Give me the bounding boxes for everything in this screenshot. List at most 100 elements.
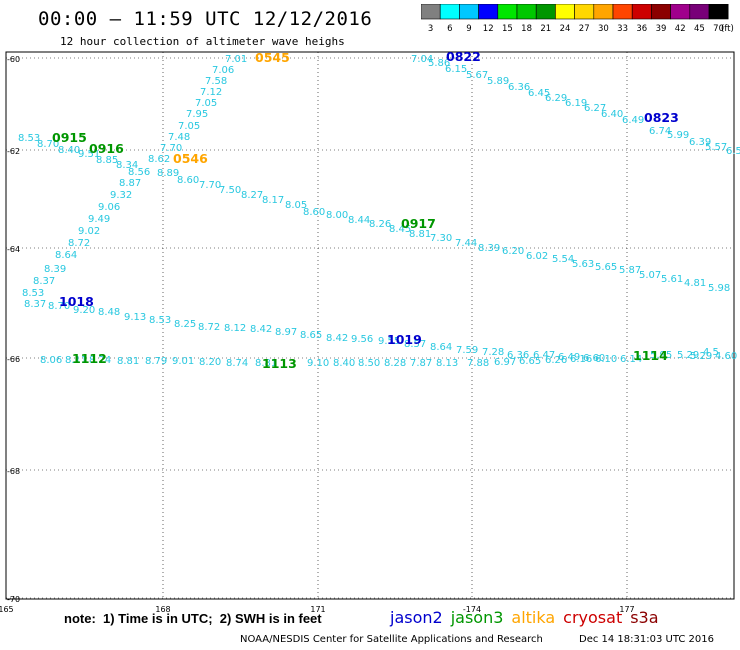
wave-height-value: 8.45 [389,224,411,235]
wave-height-value: 7.48 [168,132,190,143]
wave-height-value: 6.27 [584,103,606,114]
scale-label: 70 [713,24,724,34]
wave-height-value: 8.24 [89,355,111,366]
wave-height-value: 5.99 [667,130,689,141]
wave-height-value: 7.70 [199,180,221,191]
wave-height-value: 6.74 [649,126,671,137]
wave-height-value: 8.17 [262,195,284,206]
wave-height-value: 6.97 [494,357,516,368]
wave-height-value: 8.13 [436,358,458,369]
wave-height-value: 7.06 [212,65,234,76]
wave-height-value: 6.40 [601,109,623,120]
wave-height-value: 5.29 [677,350,699,361]
wave-height-value: 7.04 [411,54,433,65]
track-time-label: 1113 [262,356,297,371]
wave-height-value: 9.56 [351,334,373,345]
wave-height-value: 8.48 [98,307,120,318]
wave-height-value: 7.59 [456,345,478,356]
wave-height-value: 8.60 [303,207,325,218]
wave-height-value: 5.67 [466,70,488,81]
scale-label: 18 [521,24,532,34]
scale-label: 27 [579,24,590,34]
track-time-label: 0822 [446,49,481,64]
scale-label: 36 [636,24,647,34]
wave-height-value: 8.11 [65,355,87,366]
wave-height-value: 8.85 [96,155,118,166]
wave-height-value: 8.37 [33,276,55,287]
wave-height-value: 9.13 [124,312,146,323]
satellite-legend-entry: jason2 [390,608,443,627]
track-time-label: 1114 [633,348,668,363]
wave-height-value: 8.70 [48,301,70,312]
satellite-legend-entry: jason3 [450,608,504,627]
lat-label: -66 [7,355,20,364]
wave-height-value: 8.89 [157,168,179,179]
wave-height-value: 9.10 [307,358,329,369]
wave-height-value: 7.05 [178,121,200,132]
lat-label: -70 [7,595,20,604]
wave-height-value: 6.60 [583,353,605,364]
wave-height-value: 5.98 [708,283,730,294]
wave-height-value: 8.81 [409,229,431,240]
scale-label: 39 [656,24,667,34]
wave-height-value: 8.40 [58,145,80,156]
wave-height-value: 8.50 [358,358,380,369]
scale-label: 9 [466,24,471,34]
track-time-label: 0915 [52,130,87,145]
wave-height-value: 5.63 [572,259,594,270]
wave-height-value: 8.44 [348,215,370,226]
scale-label: 42 [675,24,686,34]
lat-label: -68 [7,467,20,476]
wave-height-value: 7.01 [225,54,247,65]
wave-height-value: 6.10 [595,354,617,365]
scale-label: 12 [483,24,494,34]
wave-height-value: 7.88 [467,358,489,369]
wave-height-value: 7.58 [205,76,227,87]
wave-height-value: 6.49 [558,352,580,363]
wave-height-value: 7.87 [410,358,432,369]
scale-label: 24 [560,24,571,34]
track-time-label: 1019 [387,332,422,347]
wave-height-value: 6.16 [570,354,592,365]
wave-height-value: 6.5 [726,146,740,157]
wave-height-value: 7.12 [200,87,222,98]
wave-height-value: 9.02 [78,226,100,237]
wave-height-value: 6.49 [622,115,644,126]
wave-height-value: 6.36 [508,82,530,93]
track-time-label: 0546 [173,151,208,166]
wave-height-value: 8.39 [478,243,500,254]
track-time-label: 0823 [644,110,679,125]
wave-height-value: 8.53 [18,133,40,144]
wave-height-value: 9.20 [73,305,95,316]
wave-height-value: 7.05 [195,98,217,109]
wave-height-value: 6.02 [526,251,548,262]
track-time-label: 0917 [401,216,436,231]
wave-height-value: 5.54 [552,254,574,265]
wave-height-value: 6.15 [445,64,467,75]
track-time-label: 1018 [59,294,94,309]
wave-height-value: 6.45 [528,88,550,99]
scale-swatch [708,4,729,20]
wave-height-value: 8.53 [149,315,171,326]
wave-height-value: 5.57 [705,142,727,153]
wave-height-value: 8.72 [198,322,220,333]
page-title: 00:00 – 11:59 UTC 12/12/2016 [38,8,373,30]
track-time-label: 0916 [89,141,124,156]
wave-height-value: 7.28 [482,347,504,358]
wave-height-value: 7.70 [160,143,182,154]
scale-label: 21 [540,24,551,34]
wave-height-value: 7.50 [219,185,241,196]
wave-height-value: 8.20 [199,357,221,368]
wave-height-value: 4.5 [703,347,719,358]
scale-label: 30 [598,24,609,34]
wave-height-value: 8.12 [224,323,246,334]
wave-height-value: 6.65 [519,356,541,367]
wave-height-value: 5.61 [661,274,683,285]
wave-height-value: 8.40 [333,358,355,369]
wave-height-value: 9.01 [172,356,194,367]
wave-height-value: 8.39 [44,264,66,275]
wave-height-value: 8.56 [128,167,150,178]
wave-height-value: 9.49 [88,214,110,225]
wave-height-value: 7.95 [186,109,208,120]
